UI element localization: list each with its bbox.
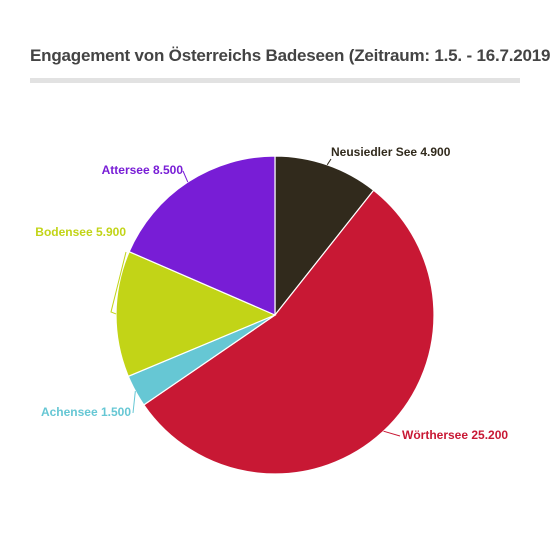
leader-line-achensee — [132, 390, 136, 414]
leader-line-bodensee — [110, 251, 127, 315]
leader-line-neusiedler-see — [326, 158, 332, 166]
data-label-achensee: Achensee 1.500 — [41, 405, 131, 419]
pie-slice-neusiedler-see[interactable] — [274, 155, 375, 317]
data-label-woerthersee: Wörthersee 25.200 — [402, 428, 508, 442]
data-label-bodensee: Bodensee 5.900 — [35, 225, 126, 239]
leader-line-woerthersee — [383, 430, 401, 437]
pie-slice-woerthersee[interactable] — [143, 189, 435, 475]
data-label-attersee: Attersee 8.500 — [102, 163, 184, 177]
pie-slice-bodensee[interactable] — [115, 250, 277, 378]
chart-title: Engagement von Österreichs Badeseen (Zei… — [30, 46, 550, 65]
data-label-neusiedler-see: Neusiedler See 4.900 — [331, 145, 451, 159]
leader-line-attersee — [182, 170, 189, 183]
title-divider — [30, 78, 520, 83]
